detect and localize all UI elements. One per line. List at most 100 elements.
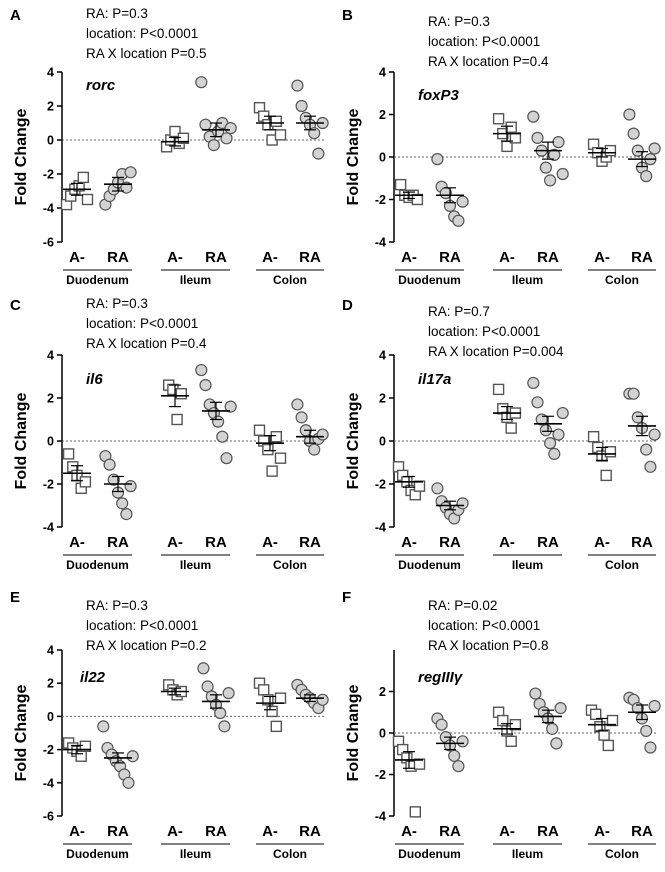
- series-duodenum-a: [62, 737, 92, 762]
- data-point: [452, 760, 465, 773]
- series-duodenum-ra: [99, 449, 137, 521]
- data-point: [224, 122, 237, 135]
- y-tick-label: 0: [379, 727, 386, 741]
- data-point: [214, 706, 227, 720]
- stats-line: location: P<0.0001: [86, 26, 198, 41]
- x-tick-label: RA: [107, 823, 129, 840]
- data-point: [122, 776, 135, 789]
- data-point: [126, 750, 139, 763]
- data-point: [539, 161, 552, 174]
- y-tick-label: 4: [47, 349, 54, 363]
- stats-line: RA X location P=0.5: [86, 46, 206, 61]
- series-colon-ra: [623, 387, 661, 473]
- series-ileum-a: [161, 379, 189, 426]
- data-point: [452, 214, 465, 227]
- stats-line: RA: P=0.3: [86, 296, 148, 311]
- chart-panel-b: B RA: P=0.3 location: P<0.0001 RA X locatio…: [342, 7, 661, 287]
- data-point: [291, 398, 304, 411]
- x-tick-label: A-: [499, 823, 515, 840]
- data-point: [552, 136, 565, 149]
- series-duodenum-a: [62, 448, 92, 495]
- data-point: [631, 411, 644, 424]
- data-point: [431, 482, 444, 495]
- data-point: [604, 446, 617, 458]
- data-point: [270, 720, 282, 733]
- stats-line: RA: P=0.3: [428, 14, 490, 29]
- gene-label: regIIIγ: [418, 669, 464, 686]
- data-point: [207, 139, 220, 152]
- series-colon-ra: [623, 108, 661, 183]
- x-tick-label: RA: [537, 249, 559, 266]
- data-point: [212, 415, 225, 428]
- data-point: [270, 115, 282, 128]
- data-point: [640, 170, 653, 183]
- y-tick-label: 2: [47, 392, 54, 406]
- series-duodenum-a: [392, 735, 426, 818]
- y-axis-label: Fold Change: [13, 392, 30, 489]
- data-point: [550, 737, 563, 750]
- series-ileum-ra: [527, 110, 569, 187]
- series-duodenum-ra: [97, 720, 139, 789]
- series-colon-a: [253, 424, 287, 477]
- y-tick-label: 0: [379, 435, 386, 449]
- x-tick-label: A-: [401, 249, 417, 266]
- chart-panel-a: A RA: P=0.3 location: P<0.0001 RA X locatio…: [10, 6, 329, 287]
- gene-label: il22: [80, 669, 106, 686]
- y-axis-label: Fold Change: [13, 684, 30, 781]
- data-point: [79, 476, 92, 488]
- series-colon-ra: [291, 79, 329, 160]
- x-tick-label: RA: [439, 249, 461, 266]
- data-point: [295, 99, 308, 113]
- data-point: [199, 378, 212, 392]
- x-tick-label: A-: [594, 534, 610, 551]
- series-duodenum-ra: [99, 166, 137, 211]
- data-point: [505, 422, 517, 434]
- data-point: [531, 131, 544, 144]
- y-tick-label: 2: [379, 392, 386, 406]
- x-tick-label: A-: [69, 823, 85, 840]
- data-point: [640, 443, 653, 456]
- data-point: [224, 400, 237, 413]
- series-duodenum-ra: [431, 482, 469, 525]
- y-tick-label: 4: [47, 644, 54, 658]
- panel-letter: B: [342, 7, 353, 24]
- group-label: Duodenum: [66, 847, 129, 861]
- series-ileum-ra: [529, 687, 567, 750]
- x-tick-label: A-: [499, 534, 515, 551]
- x-tick-label: A-: [167, 534, 183, 551]
- series-colon-a: [253, 677, 287, 733]
- x-tick-label: A-: [69, 249, 85, 266]
- stats-line: RA X location P=0.2: [86, 638, 206, 653]
- series-duodenum-ra: [431, 153, 469, 227]
- data-point: [195, 76, 208, 89]
- data-point: [266, 705, 278, 718]
- data-point: [308, 127, 321, 140]
- data-point: [274, 129, 287, 141]
- data-point: [295, 411, 308, 424]
- y-tick-label: 2: [379, 685, 386, 699]
- y-tick-label: -2: [43, 478, 54, 492]
- y-tick-label: -4: [375, 810, 386, 824]
- x-tick-label: RA: [299, 249, 321, 266]
- series-duodenum-a: [394, 178, 424, 206]
- group-label: Duodenum: [398, 273, 461, 287]
- data-point: [640, 724, 653, 738]
- stats-line: RA X location P=0.4: [428, 54, 549, 69]
- series-colon-a: [253, 101, 287, 146]
- data-point: [124, 166, 137, 179]
- y-tick-label: -2: [375, 768, 386, 782]
- data-point: [409, 806, 422, 818]
- x-tick-label: A-: [499, 249, 515, 266]
- data-point: [456, 735, 469, 748]
- data-point: [648, 142, 661, 155]
- data-point: [602, 739, 614, 752]
- stats-line: RA X location P=0.4: [86, 336, 207, 351]
- data-point: [456, 195, 469, 208]
- y-tick-label: 4: [47, 66, 54, 80]
- data-point: [552, 428, 565, 441]
- data-point: [587, 430, 600, 443]
- panel-letter: F: [342, 589, 351, 606]
- data-point: [79, 740, 92, 752]
- data-point: [103, 458, 116, 471]
- data-point: [258, 684, 270, 696]
